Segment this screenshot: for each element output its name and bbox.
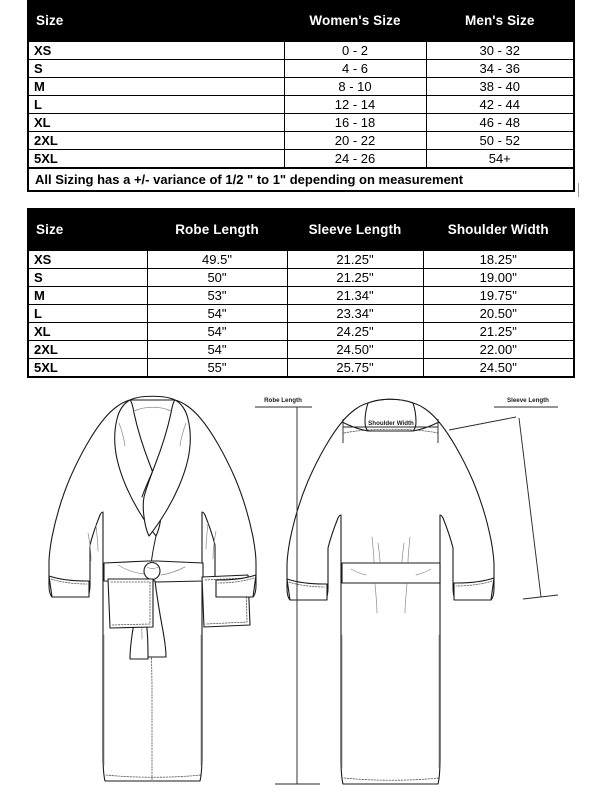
cell-robe-length: 54" [146, 304, 288, 323]
table-row: XS 49.5" 21.25" 18.25" [27, 250, 575, 269]
cell-size: M [27, 286, 148, 305]
table-row: M 8 - 10 38 - 40 [27, 77, 575, 96]
header-size: Size [27, 208, 148, 251]
robe-front-view [48, 395, 257, 782]
sizing-variance-note-row: All Sizing has a +/- variance of 1/2 " t… [27, 167, 575, 192]
cell-sleeve-length: 21.25" [286, 250, 424, 269]
cell-mens-size: 54+ [425, 149, 575, 169]
cell-size: 2XL [27, 340, 148, 359]
cell-size: XS [27, 250, 148, 269]
table-row: XL 54" 24.25" 21.25" [27, 322, 575, 341]
table-row: 2XL 20 - 22 50 - 52 [27, 131, 575, 150]
cell-size: XL [27, 113, 285, 132]
shoulder-width-label: Shoulder Width [368, 420, 414, 427]
cell-shoulder-width: 24.50" [422, 358, 575, 378]
header-shoulder-width: Shoulder Width [422, 208, 575, 251]
garment-measurements-table: Size Robe Length Sleeve Length Shoulder … [27, 208, 575, 378]
table-row: 5XL 55" 25.75" 24.50" [27, 358, 575, 378]
cell-robe-length: 54" [146, 340, 288, 359]
cell-womens-size: 12 - 14 [283, 95, 427, 114]
table-row: L 54" 23.34" 20.50" [27, 304, 575, 323]
cell-size: 5XL [27, 149, 285, 169]
robe-back-view [286, 398, 495, 785]
cell-robe-length: 49.5" [146, 250, 288, 269]
table-header-row: Size Women's Size Men's Size [27, 0, 575, 42]
cell-shoulder-width: 19.00" [422, 268, 575, 287]
cell-womens-size: 4 - 6 [283, 59, 427, 78]
cell-womens-size: 24 - 26 [283, 149, 427, 169]
header-womens-size: Women's Size [283, 0, 427, 42]
cell-womens-size: 16 - 18 [283, 113, 427, 132]
header-size: Size [27, 0, 285, 42]
cell-mens-size: 42 - 44 [425, 95, 575, 114]
cell-mens-size: 34 - 36 [425, 59, 575, 78]
cell-womens-size: 0 - 2 [283, 41, 427, 60]
cell-robe-length: 50" [146, 268, 288, 287]
cell-size: XS [27, 41, 285, 60]
cell-mens-size: 50 - 52 [425, 131, 575, 150]
cell-shoulder-width: 21.25" [422, 322, 575, 341]
cell-mens-size: 38 - 40 [425, 77, 575, 96]
cell-shoulder-width: 19.75" [422, 286, 575, 305]
robe-length-label: Robe Length [264, 397, 302, 404]
table-row: XL 16 - 18 46 - 48 [27, 113, 575, 132]
cell-sleeve-length: 24.25" [286, 322, 424, 341]
table-row: XS 0 - 2 30 - 32 [27, 41, 575, 60]
cell-robe-length: 55" [146, 358, 288, 378]
cell-size: XL [27, 322, 148, 341]
cell-womens-size: 20 - 22 [283, 131, 427, 150]
margin-tick-mark [578, 183, 579, 197]
cell-robe-length: 53" [146, 286, 288, 305]
womens-mens-size-table: Size Women's Size Men's Size XS 0 - 2 30… [27, 0, 575, 192]
cell-sleeve-length: 25.75" [286, 358, 424, 378]
table-row: 5XL 24 - 26 54+ [27, 149, 575, 169]
cell-size: 2XL [27, 131, 285, 150]
cell-sleeve-length: 24.50" [286, 340, 424, 359]
cell-size: S [27, 59, 285, 78]
header-robe-length: Robe Length [146, 208, 288, 251]
cell-sleeve-length: 21.25" [286, 268, 424, 287]
cell-sleeve-length: 21.34" [286, 286, 424, 305]
cell-shoulder-width: 20.50" [422, 304, 575, 323]
table-row: M 53" 21.34" 19.75" [27, 286, 575, 305]
cell-size: M [27, 77, 285, 96]
cell-mens-size: 30 - 32 [425, 41, 575, 60]
cell-sleeve-length: 23.34" [286, 304, 424, 323]
cell-size: S [27, 268, 148, 287]
table-row: S 4 - 6 34 - 36 [27, 59, 575, 78]
header-mens-size: Men's Size [425, 0, 575, 42]
cell-shoulder-width: 22.00" [422, 340, 575, 359]
table-row: L 12 - 14 42 - 44 [27, 95, 575, 114]
table-header-row: Size Robe Length Sleeve Length Shoulder … [27, 208, 575, 251]
table-row: 2XL 54" 24.50" 22.00" [27, 340, 575, 359]
sleeve-length-dimension: Sleeve Length [448, 397, 559, 600]
shoulder-width-dimension: Shoulder Width [342, 419, 439, 443]
cell-size: 5XL [27, 358, 148, 378]
robe-measurement-diagram: .ol { fill:#ffffff; stroke:#1a1a1a; stro… [0, 385, 600, 800]
cell-size: L [27, 304, 148, 323]
robe-length-dimension: Robe Length [255, 397, 320, 785]
sizing-variance-note: All Sizing has a +/- variance of 1/2 " t… [27, 167, 575, 192]
sleeve-length-label: Sleeve Length [507, 397, 549, 404]
header-sleeve-length: Sleeve Length [286, 208, 424, 251]
cell-size: L [27, 95, 285, 114]
cell-womens-size: 8 - 10 [283, 77, 427, 96]
cell-robe-length: 54" [146, 322, 288, 341]
table-row: S 50" 21.25" 19.00" [27, 268, 575, 287]
cell-shoulder-width: 18.25" [422, 250, 575, 269]
cell-mens-size: 46 - 48 [425, 113, 575, 132]
